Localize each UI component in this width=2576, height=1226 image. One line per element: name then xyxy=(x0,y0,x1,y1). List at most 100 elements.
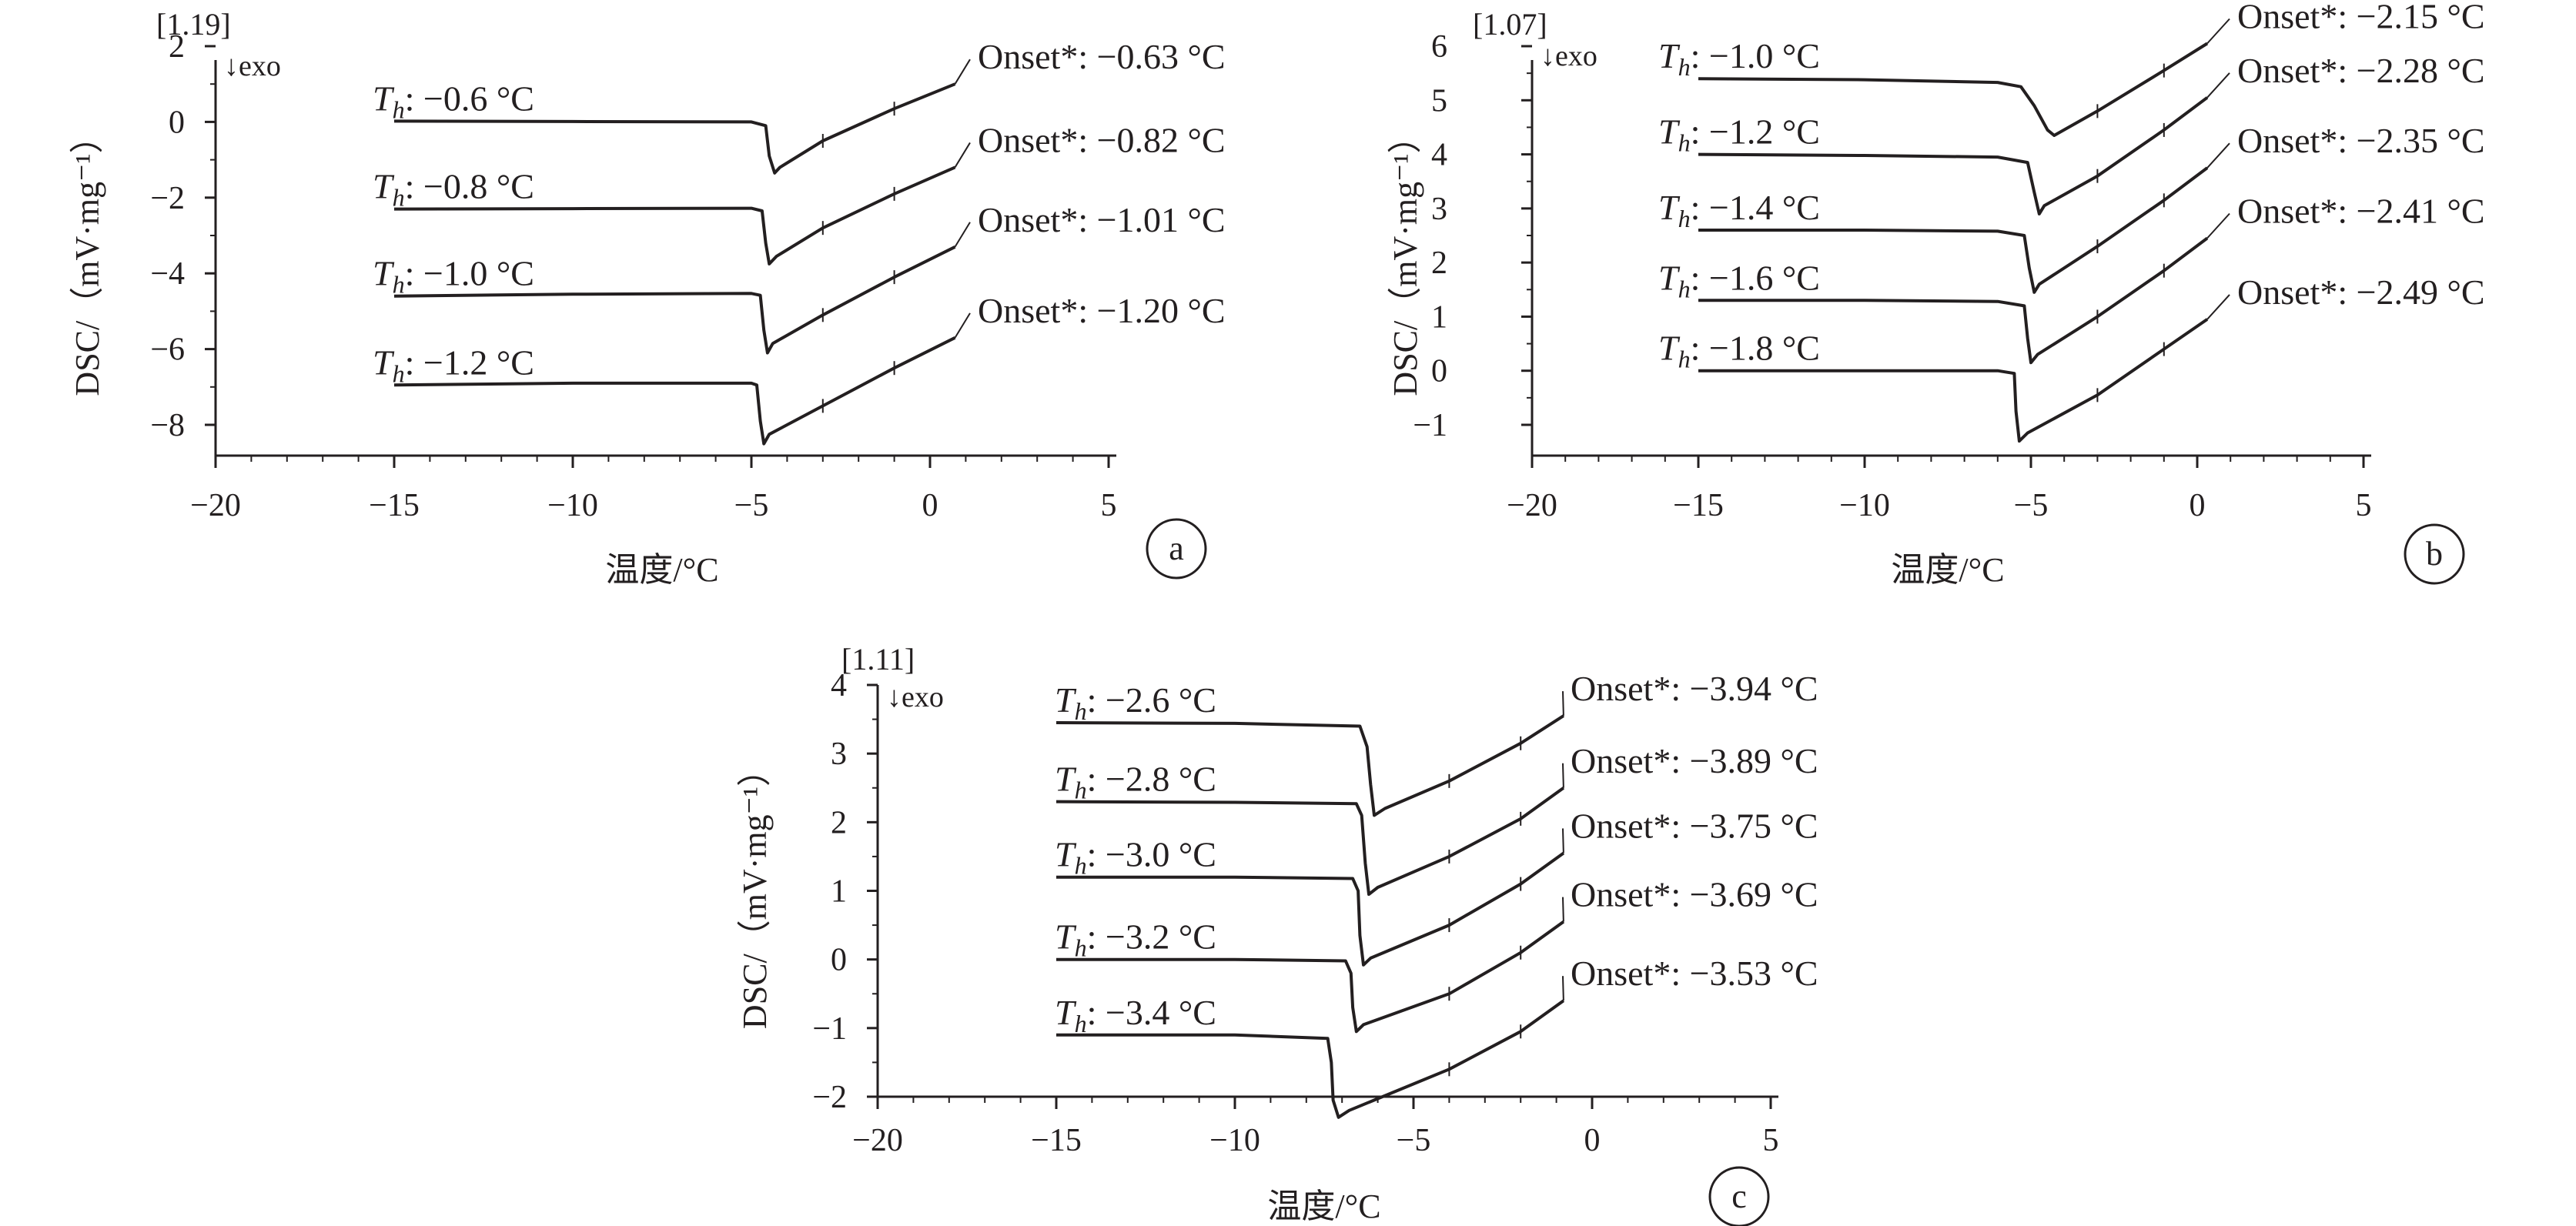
th-symbol: T xyxy=(1658,329,1681,368)
th-symbol: T xyxy=(1658,188,1681,227)
y-axis-title: DSC/（mV·mg⁻¹） xyxy=(69,119,106,396)
th-symbol: T xyxy=(1658,112,1681,152)
x-tick-label: 5 xyxy=(1763,1123,1779,1158)
y-tick-label: 6 xyxy=(1431,29,1447,65)
th-value: : −3.2 °C xyxy=(1087,917,1216,957)
y-tick-label: 0 xyxy=(169,105,185,140)
x-tick-label: −15 xyxy=(369,488,420,523)
th-symbol: T xyxy=(1055,760,1077,799)
onset-label: Onset*: −3.69 °C xyxy=(1571,875,1818,914)
th-subscript: h xyxy=(393,271,405,299)
th-subscript: h xyxy=(393,359,405,387)
th-value: : −3.4 °C xyxy=(1087,993,1216,1032)
th-value: : −0.8 °C xyxy=(405,167,534,206)
th-value: : −1.0 °C xyxy=(405,254,534,293)
th-value: : −1.8 °C xyxy=(1691,329,1820,368)
th-symbol: T xyxy=(1658,36,1681,75)
exo-direction-label: ↓exo xyxy=(887,681,944,713)
y-tick-label: −8 xyxy=(150,408,185,443)
dsc-curve-line xyxy=(1056,851,1565,967)
th-value: : −2.6 °C xyxy=(1087,680,1216,720)
y-tick-label: 2 xyxy=(1431,246,1447,281)
hold-temperature-label: Th: −1.8 °C xyxy=(1658,329,1820,373)
hold-temperature-label: Th: −0.6 °C xyxy=(373,79,534,123)
th-subscript: h xyxy=(393,184,405,212)
series-curve: Onset*: −3.53 °C Th: −3.4 °C xyxy=(1055,954,1818,1119)
y-tick-label: −6 xyxy=(150,332,185,368)
th-value: : −2.8 °C xyxy=(1087,760,1216,799)
th-symbol: T xyxy=(373,342,395,382)
hold-temperature-label: Th: −0.8 °C xyxy=(373,167,534,212)
dsc-curve-line xyxy=(1055,714,1564,817)
hold-temperature-label: Th: −1.2 °C xyxy=(1658,112,1820,157)
series-curve: Onset*: −3.75 °CTh: −3.0 °C xyxy=(1055,806,1818,967)
th-value: : −1.2 °C xyxy=(405,342,534,382)
y-tick-label: 3 xyxy=(1431,192,1447,227)
series-curve: Onset*: −3.89 °CTh: −2.8 °C xyxy=(1055,741,1818,896)
th-subscript: h xyxy=(1678,53,1691,81)
dsc-curve-line xyxy=(393,82,956,175)
hold-temperature-label: Th: −3.4 °C xyxy=(1055,993,1216,1037)
dsc-curve-line xyxy=(393,246,956,355)
x-tick-label: 0 xyxy=(2190,488,2206,523)
x-tick-label: −5 xyxy=(2014,488,2049,523)
onset-label: Onset*: −2.41 °C xyxy=(2237,192,2485,231)
onset-leader-line xyxy=(1562,691,1564,717)
onset-leader-line xyxy=(2206,72,2230,99)
x-tick-label: −20 xyxy=(190,488,241,523)
th-value: : −3.0 °C xyxy=(1087,835,1216,874)
panel-letter: c xyxy=(1731,1178,1747,1215)
onset-leader-line xyxy=(1562,976,1564,1001)
y-tick-label: −1 xyxy=(812,1011,847,1047)
dsc-curve-line xyxy=(1055,787,1565,896)
series-curve: Onset*: −1.01 °C Th: −1.0 °C xyxy=(373,200,1226,355)
dsc-curve-line xyxy=(1698,236,2209,365)
th-subscript: h xyxy=(1678,205,1691,232)
hold-temperature-label: Th: −1.2 °C xyxy=(373,342,534,387)
x-tick-label: 0 xyxy=(922,488,938,523)
panel-letter: b xyxy=(2426,535,2443,573)
panel-letter: a xyxy=(1169,529,1184,567)
series-curve: Onset*: −3.69 °CTh: −3.2 °C xyxy=(1055,875,1818,1034)
x-axis-title: 温度/°C xyxy=(605,551,718,589)
dsc-curve-line xyxy=(393,165,956,266)
x-tick-label: 5 xyxy=(1101,488,1117,523)
th-subscript: h xyxy=(1075,777,1087,804)
panel-c: −20 −15 −10 −5 0 5 4 3 2 1 0 −1 −2 [1.11] ↓exo 温度/°C DSC… xyxy=(736,642,1818,1226)
reference-value-label: [1.11] xyxy=(841,642,915,676)
hold-temperature-label: Th: −2.6 °C xyxy=(1055,680,1216,725)
series-curve: Onset*: −0.63 °C Th: −0.6 °C xyxy=(373,37,1226,175)
dsc-curve-line xyxy=(1698,166,2209,294)
onset-leader-line xyxy=(954,312,971,339)
th-subscript: h xyxy=(1678,129,1691,157)
series-curve: Onset*: −0.82 °C Th: −0.8 °C xyxy=(373,120,1226,266)
th-value: : −1.6 °C xyxy=(1691,258,1820,297)
x-tick-label: 0 xyxy=(1584,1123,1601,1158)
reference-value-label: [1.07] xyxy=(1473,7,1547,42)
onset-label: Onset*: −2.15 °C xyxy=(2237,0,2485,35)
series-curve: Onset*: −2.15 °C Th: −1.0 °C xyxy=(1658,0,2485,137)
th-value: : −1.2 °C xyxy=(1691,112,1820,152)
th-symbol: T xyxy=(373,254,395,293)
th-subscript: h xyxy=(1075,697,1087,725)
y-tick-label: 0 xyxy=(1431,354,1447,389)
th-symbol: T xyxy=(373,167,395,206)
onset-leader-line xyxy=(1562,897,1564,922)
y-tick-label: −4 xyxy=(150,256,185,292)
x-tick-label: −10 xyxy=(547,488,598,523)
onset-leader-line xyxy=(954,142,971,168)
th-symbol: T xyxy=(1055,993,1077,1032)
hold-temperature-label: Th: −1.6 °C xyxy=(1658,258,1820,302)
x-tick-label: −5 xyxy=(734,488,769,523)
dsc-curve-line xyxy=(1698,96,2209,215)
onset-leader-line xyxy=(1562,828,1564,854)
th-subscript: h xyxy=(1075,852,1087,880)
x-axis-title: 温度/°C xyxy=(1267,1188,1380,1225)
hold-temperature-label: Th: −1.4 °C xyxy=(1658,188,1820,232)
dsc-curve-line xyxy=(1698,318,2209,443)
hold-temperature-label: Th: −2.8 °C xyxy=(1055,760,1216,804)
th-subscript: h xyxy=(1678,346,1691,373)
y-tick-label: 1 xyxy=(1431,299,1447,335)
y-axis-title: DSC/（mV·mg⁻¹） xyxy=(1387,119,1424,396)
y-tick-label: 2 xyxy=(169,29,185,65)
